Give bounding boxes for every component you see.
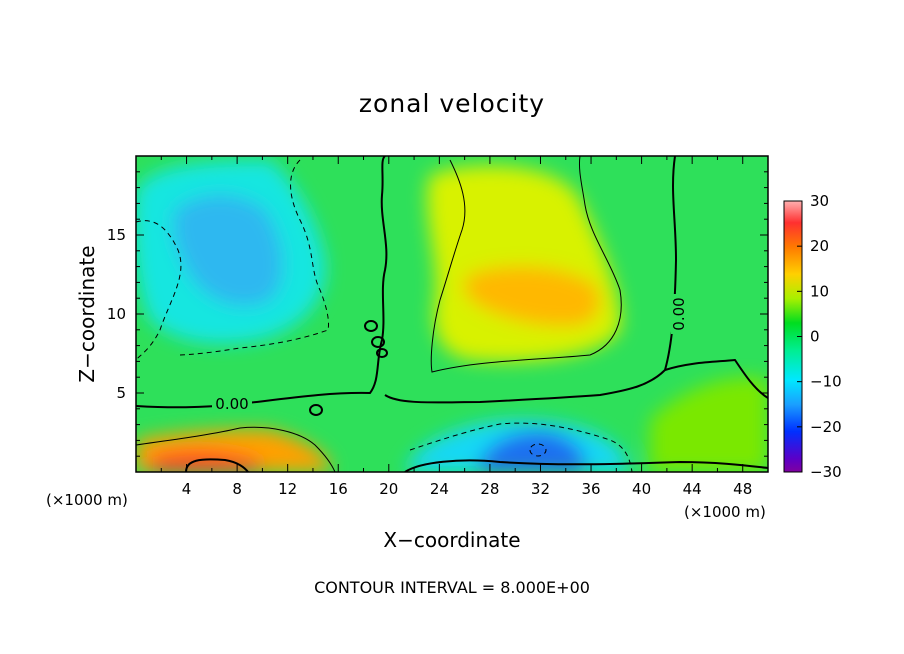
zero-contour-eddies	[309, 320, 389, 416]
colorbar-tick-label: −30	[810, 463, 842, 481]
x-tick-label: 44	[683, 480, 702, 498]
colorbar-ticks: 30 20 10 0 −10 −20 −30	[797, 192, 842, 481]
positive-contour-surface	[136, 426, 336, 472]
colorbar: 30 20 10 0 −10 −20 −30	[783, 192, 842, 481]
colorbar-tick-label: 10	[810, 282, 829, 300]
x-tick-label: 20	[379, 480, 398, 498]
x-tick-label: 40	[632, 480, 651, 498]
z-unit-label: (×1000 m)	[46, 491, 128, 509]
contour-label-bg	[671, 294, 687, 334]
positive-contour-jet	[430, 156, 622, 373]
x-axis: 4 8 12 16 20 24 28 32 36 40 44 48	[160, 156, 752, 498]
colorbar-tick-label: 0	[810, 328, 820, 346]
zero-contour-surface-left	[185, 458, 249, 472]
colorbar-tick-label: 20	[810, 237, 829, 255]
contour-labels: 0.00 0.00	[212, 294, 688, 413]
colorbar-tick-label: −10	[810, 373, 842, 391]
negative-contour-surface	[409, 422, 633, 472]
zero-contour-right	[664, 358, 768, 399]
region-negative-upper-left-core	[173, 195, 283, 306]
x-tick-label: 28	[480, 480, 499, 498]
region-positive-right	[650, 377, 768, 472]
x-unit-label: (×1000 m)	[684, 503, 766, 521]
colorbar-tick-label: 30	[810, 192, 829, 210]
x-tick-label: 4	[182, 480, 192, 498]
y-tick-label: 5	[116, 384, 126, 402]
x-tick-label: 48	[733, 480, 752, 498]
y-tick-label: 10	[107, 305, 126, 323]
region-positive-jet-core	[463, 266, 600, 327]
contour-label-right: 0.00	[670, 297, 688, 330]
contour-label-bg	[212, 396, 252, 412]
x-tick-label: 12	[278, 480, 297, 498]
x-axis-label: X−coordinate	[383, 528, 520, 552]
x-tick-label: 36	[581, 480, 600, 498]
x-tick-label: 16	[329, 480, 348, 498]
x-tick-label: 8	[232, 480, 242, 498]
y-axis-label: Z−coordinate	[75, 245, 99, 382]
zero-contour-surface-right	[404, 459, 768, 472]
region-positive-surface-core	[150, 451, 262, 472]
x-tick-label: 24	[430, 480, 449, 498]
y-axis: 5 10 15	[107, 171, 768, 457]
velocity-field	[136, 156, 768, 472]
colorbar-tick-label: −20	[810, 418, 842, 436]
y-tick-label: 15	[107, 226, 126, 244]
contour-interval-note: CONTOUR INTERVAL = 8.000E+00	[314, 578, 590, 597]
contour-label-left: 0.00	[215, 395, 248, 413]
negative-contour-upper-left	[136, 159, 329, 361]
x-tick-label: 32	[531, 480, 550, 498]
chart-title: zonal velocity	[359, 89, 545, 118]
